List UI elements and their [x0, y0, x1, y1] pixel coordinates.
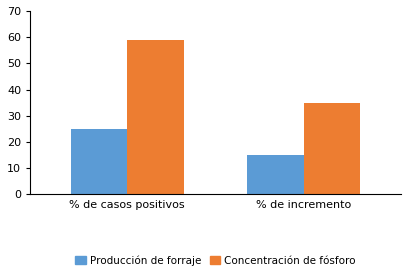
- Bar: [71, 129, 127, 194]
- Legend: Producción de forraje, Concentración de fósforo: Producción de forraje, Concentración de …: [71, 251, 360, 270]
- Bar: [304, 103, 360, 194]
- Bar: [127, 40, 184, 194]
- Bar: [247, 155, 304, 194]
